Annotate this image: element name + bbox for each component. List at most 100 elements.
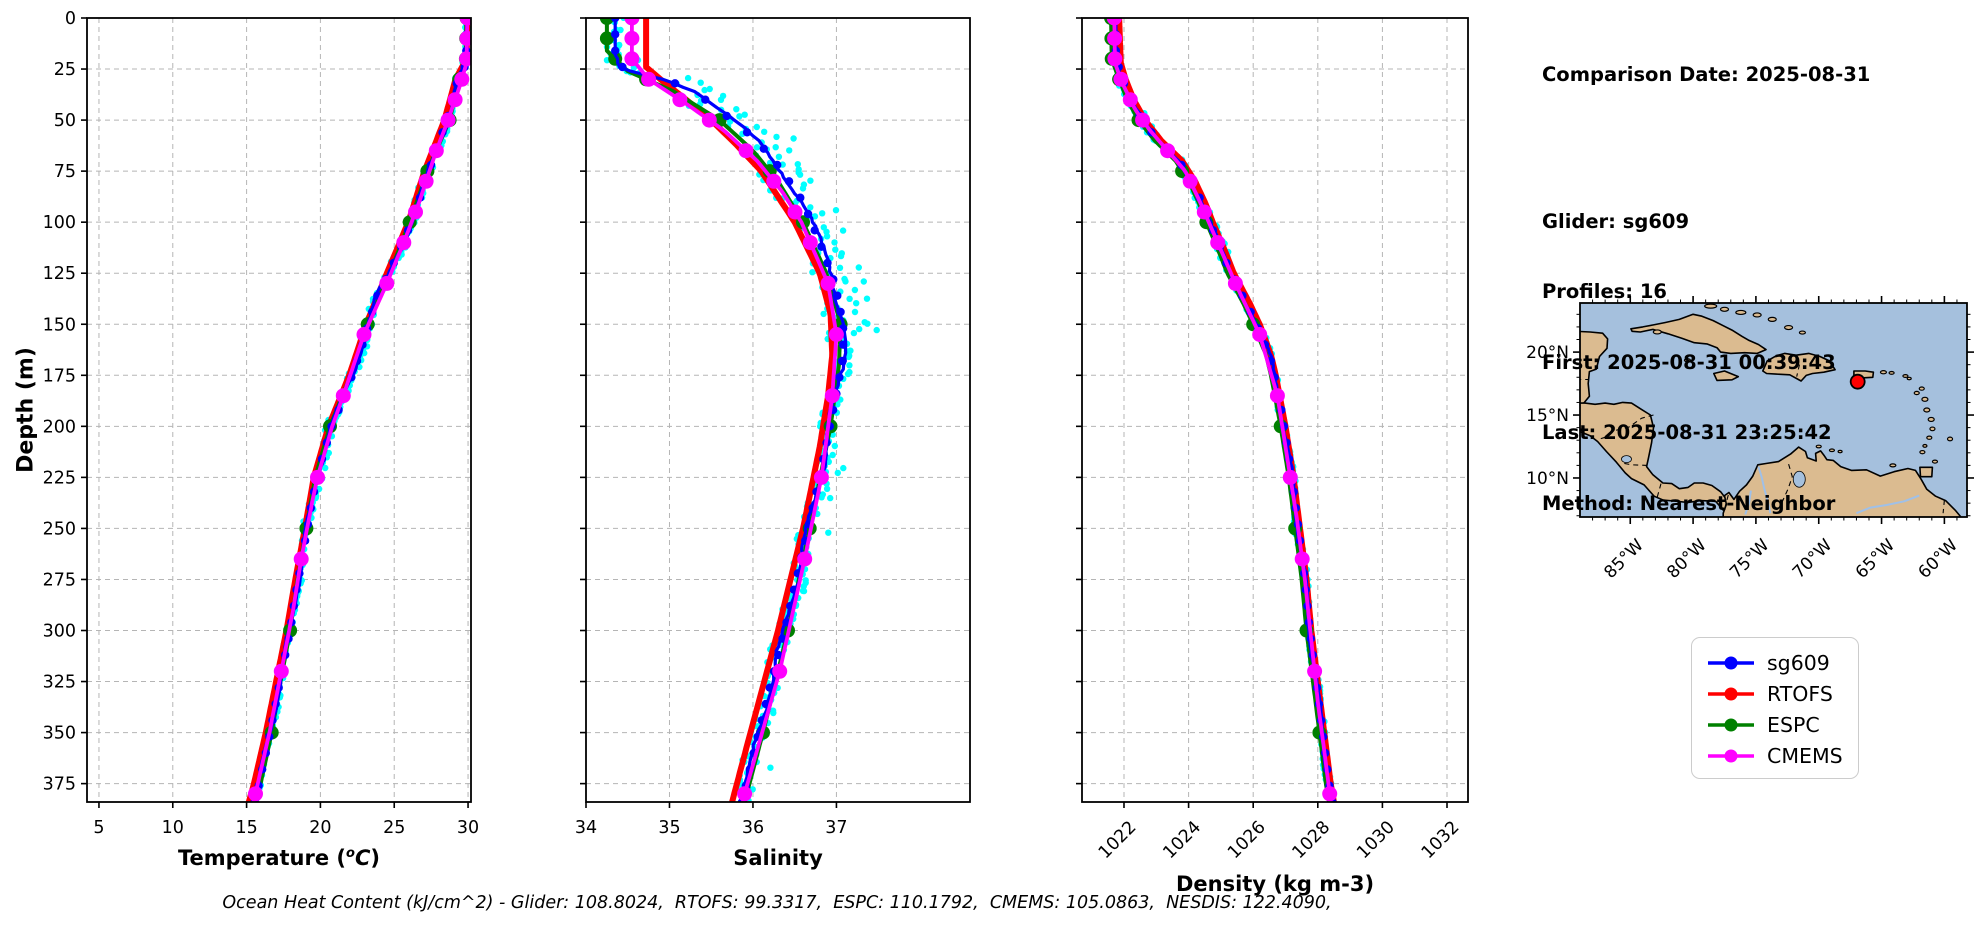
first-profile-time-text: First: 2025-08-31 00:39:43 (1542, 350, 1836, 374)
depth-tick-label: 100 (43, 213, 76, 233)
map-lat-label: 20°N (1526, 343, 1569, 363)
glider-name-text: Glider: sg609 (1542, 209, 1690, 233)
legend-item-ESPC: ESPC (1706, 709, 1858, 740)
depth-tick-label: 250 (43, 519, 76, 539)
depth-tick-label: 125 (43, 264, 76, 284)
map-island (1922, 443, 1928, 448)
x-tick-label: 15 (235, 818, 257, 838)
map-island (1783, 324, 1794, 331)
series-layer-density (1104, 18, 1338, 802)
x-tick-label: 20 (309, 818, 331, 838)
x-tick-label: 1024 (1159, 817, 1205, 863)
x-tick-label: 25 (383, 818, 405, 838)
depth-tick-label: 350 (43, 724, 76, 744)
map-land-trinidad (1919, 466, 1934, 478)
ticks-density: 1022 1024 1026 1028 1030 1032 (1076, 17, 1464, 863)
map-island (1946, 436, 1954, 442)
map-land-cuba (1630, 313, 1767, 355)
x-tick-label: 30 (457, 818, 479, 838)
legend-marker-sg609 (1708, 656, 1754, 669)
legend-label-ESPC: ESPC (1767, 712, 1820, 737)
map-island (1919, 449, 1926, 455)
map-island (1735, 309, 1747, 316)
map-island (1837, 449, 1843, 454)
series-temperature-CMEMS (248, 18, 471, 802)
series-density-CMEMS (1106, 18, 1338, 802)
depth-tick-label: 225 (43, 468, 76, 488)
map-island (1815, 444, 1822, 449)
profiles-count-text: Profiles: 16 (1542, 280, 1667, 303)
panel-density: 1022 1024 1026 1028 1030 1032 (1076, 17, 1469, 863)
x-tick-label: 1032 (1418, 817, 1464, 863)
map-island (1889, 463, 1897, 468)
map-river (1744, 490, 1752, 515)
map-island (1828, 448, 1836, 453)
map-border (1597, 414, 1654, 441)
ticks-temperature: 5 10 15 20 25 3002550751001251501752002252502… (43, 9, 480, 838)
series-density-ESPC (1104, 18, 1332, 802)
panel-temperature: 5 10 15 20 25 3002550751001251501752002252502… (43, 9, 480, 838)
legend-marker-CMEMS (1708, 749, 1754, 762)
legend-label-RTOFS: RTOFS (1767, 681, 1833, 706)
map-border (1656, 483, 1662, 500)
depth-tick-label: 25 (54, 60, 76, 80)
series-layer-salinity (599, 18, 880, 802)
series-density-glider_raw (1110, 18, 1335, 802)
depth-tick-label: 175 (43, 366, 76, 386)
x-tick-label: 5 (93, 818, 104, 838)
x-tick-label: 1030 (1353, 817, 1399, 863)
map-island (1906, 376, 1912, 381)
map-lat-label: 10°N (1526, 469, 1569, 489)
info-spacer (1542, 134, 1870, 163)
salinity-axis-label: Salinity (733, 846, 823, 870)
legend-marker-ESPC (1708, 718, 1754, 731)
map-lat-label: 15°N (1526, 406, 1569, 426)
temperature-axis-label-post: ) (370, 846, 380, 870)
map-border (1942, 499, 1945, 514)
series-layer-temperature (245, 18, 471, 802)
map-island (1888, 370, 1895, 375)
depth-tick-label: 375 (43, 775, 76, 795)
map-island (1704, 303, 1718, 309)
map-island (1902, 374, 1909, 379)
method-text: Method: Nearest-Neighbor (1542, 491, 1836, 515)
map-island (1918, 386, 1925, 391)
map-border (1780, 463, 1793, 505)
ohc-caption: Ocean Heat Content (kJ/cm^2) - Glider: 1… (222, 893, 1332, 913)
map-island (1752, 312, 1762, 318)
map-island (1913, 390, 1920, 396)
temperature-axis-label-unit: C (354, 846, 371, 870)
map-lake-maracaibo (1792, 470, 1806, 488)
panel-salinity: 34 35 36 37 (575, 17, 971, 838)
map-island (1652, 329, 1662, 335)
map-island (1927, 416, 1935, 423)
density-axis-label: Density (kg m-3) (1175, 872, 1375, 896)
legend-label-sg609: sg609 (1767, 650, 1830, 675)
map-lon-label: 60°W (1915, 535, 1962, 582)
temperature-axis-label: Temperature (oC) (178, 846, 380, 870)
map-island (1923, 407, 1931, 413)
depth-tick-label: 75 (54, 162, 76, 182)
series-salinity-glider_raw (603, 18, 880, 802)
legend-label-CMEMS: CMEMS (1767, 743, 1843, 768)
map-river (1856, 494, 1920, 515)
x-tick-label: 37 (825, 818, 847, 838)
map-border (1724, 494, 1729, 508)
map-lake-nicaragua (1621, 455, 1632, 463)
last-profile-time-text: Last: 2025-08-31 23:25:42 (1542, 421, 1832, 444)
map-island (1767, 316, 1777, 322)
temperature-axis-label-pre: Temperature ( (178, 846, 346, 870)
legend-item-RTOFS: RTOFS (1706, 678, 1858, 709)
x-tick-label: 1028 (1289, 817, 1335, 863)
legend-box: sg609 RTOFS ESPC CMEMS (1691, 637, 1859, 779)
ticks-salinity: 34 35 36 37 (575, 17, 848, 838)
depth-tick-label: 300 (43, 622, 76, 642)
x-tick-label: 1022 (1095, 817, 1141, 863)
depth-tick-label: 0 (65, 9, 76, 29)
map-land-jamaica (1713, 370, 1740, 382)
legend-item-CMEMS: CMEMS (1706, 740, 1858, 771)
map-island (1798, 330, 1806, 335)
series-salinity-CMEMS (624, 18, 844, 802)
comparison-date-text: Comparison Date: 2025-08-31 (1542, 63, 1871, 86)
